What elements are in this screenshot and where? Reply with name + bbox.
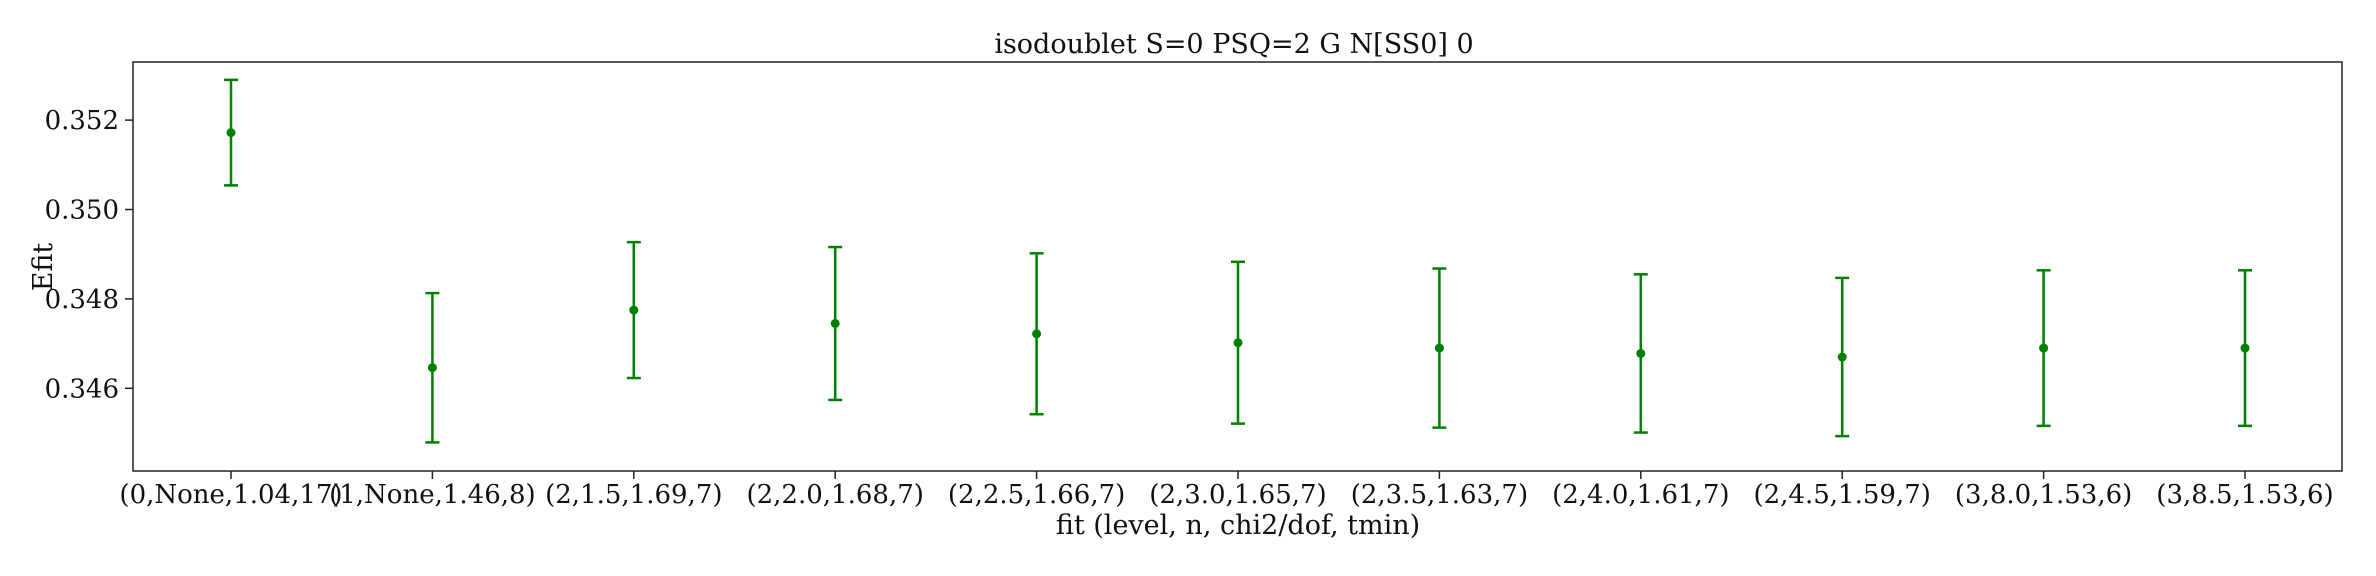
data-point (1837, 352, 1847, 362)
x-tick-label: (3,8.5,1.53,6) (2156, 480, 2333, 510)
data-point (1636, 348, 1646, 358)
y-tick-label: 0.346 (45, 374, 119, 404)
data-point (226, 128, 236, 138)
y-axis-label: Efit (28, 243, 59, 292)
x-tick-label: (2,3.0,1.65,7) (1149, 480, 1326, 510)
data-point (427, 363, 437, 373)
x-tick-label: (2,2.0,1.68,7) (746, 480, 923, 510)
data-point (1233, 338, 1243, 348)
x-tick-label: (2,4.5,1.59,7) (1753, 480, 1930, 510)
y-axis: 0.346 0.348 0.350 0.352 (45, 106, 133, 404)
x-tick-label: (2,1.5,1.69,7) (545, 480, 722, 510)
x-axis: (0,None,1.04,17)(1,None,1.46,8) (2,1.5,1.… (119, 471, 2334, 510)
data-point (830, 318, 840, 328)
data-point (2240, 343, 2250, 353)
data-point (2039, 343, 2049, 353)
data-point (1434, 343, 1444, 353)
chart-title: isodoublet S=0 PSQ=2 G N[SS0] 0 (994, 29, 1473, 60)
x-tick-label: (1,None,1.46,8) (329, 480, 536, 510)
x-tick-label: (0,None,1.04,17) (119, 480, 342, 510)
series (224, 78, 2252, 444)
y-tick-label: 0.352 (45, 106, 119, 136)
y-tick-label: 0.348 (45, 285, 119, 315)
data-point (1032, 329, 1042, 339)
x-tick-label: (2,2.5,1.66,7) (948, 480, 1125, 510)
y-tick-label: 0.350 (45, 196, 119, 226)
data-point (629, 305, 639, 315)
x-tick-label: (2,3.5,1.63,7) (1351, 480, 1528, 510)
x-tick-label: (3,8.0,1.53,6) (1955, 480, 2132, 510)
x-tick-label: (2,4.0,1.61,7) (1552, 480, 1729, 510)
x-axis-label: fit (level, n, chi2/dof, tmin) (1056, 510, 1420, 541)
